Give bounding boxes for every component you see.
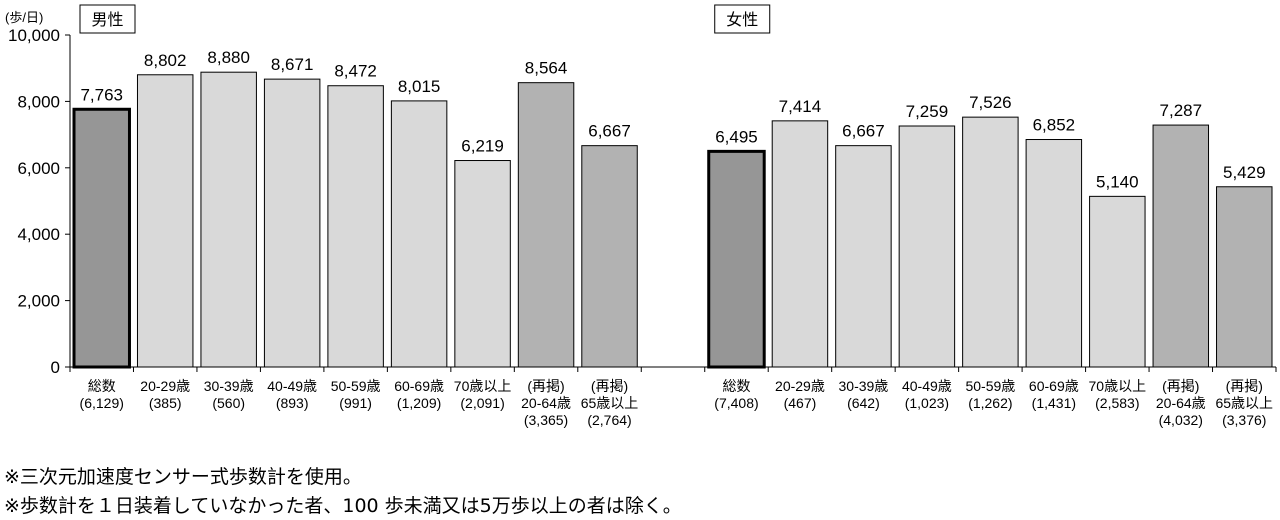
bar bbox=[136, 74, 194, 368]
legend-box-female bbox=[714, 4, 771, 34]
category-label: 60-69歳 bbox=[394, 378, 444, 394]
bar bbox=[771, 120, 829, 368]
bar bbox=[581, 145, 638, 368]
group-label: 男性 bbox=[91, 11, 123, 29]
category-label: (4,032) bbox=[1159, 412, 1203, 428]
category-label: 30-39歳 bbox=[204, 378, 254, 394]
bar bbox=[1025, 139, 1083, 368]
category-label: 20-29歳 bbox=[775, 378, 825, 394]
data-label: 6,495 bbox=[715, 127, 758, 146]
category-label: 50-59歳 bbox=[331, 378, 381, 394]
category-label: (6,129) bbox=[80, 395, 124, 411]
category-label: 60-69歳 bbox=[1029, 378, 1079, 394]
note-2: ※歩数計を１日装着していなかった者、100 歩未満又は5万歩以上の者は除く。 bbox=[4, 495, 682, 517]
bar bbox=[707, 149, 766, 369]
y-tick-label: 8,000 bbox=[17, 92, 60, 111]
y-tick-label: 10,000 bbox=[8, 26, 60, 45]
y-tick-label: 6,000 bbox=[17, 159, 60, 178]
category-label: (991) bbox=[339, 395, 372, 411]
data-label: 5,429 bbox=[1223, 163, 1266, 182]
bar bbox=[1152, 124, 1210, 368]
legend-box-male bbox=[79, 4, 136, 34]
category-label: 20-64歳 bbox=[1156, 395, 1206, 411]
bar bbox=[1216, 186, 1273, 368]
bar bbox=[200, 71, 257, 368]
data-label: 7,259 bbox=[906, 102, 949, 121]
category-label: (1,209) bbox=[397, 395, 441, 411]
data-label: 5,140 bbox=[1096, 172, 1139, 191]
category-label: (2,091) bbox=[460, 395, 504, 411]
bar bbox=[454, 160, 511, 368]
bar-chart: 0 2,000 4,000 6,000 8,000 10,000(歩/日) 男性 7,763 総… bbox=[5, 4, 1277, 428]
y-tick-label: 2,000 bbox=[17, 292, 60, 311]
data-label: 7,414 bbox=[779, 97, 822, 116]
category-label: 40-49歳 bbox=[902, 378, 952, 394]
bar bbox=[327, 85, 384, 368]
y-tick-label: 0 bbox=[51, 358, 60, 377]
data-label: 8,015 bbox=[398, 77, 441, 96]
data-label: 8,880 bbox=[207, 48, 250, 67]
category-label: 30-39歳 bbox=[839, 378, 889, 394]
data-label: 6,852 bbox=[1033, 116, 1076, 135]
data-label: 6,219 bbox=[461, 137, 504, 156]
bar bbox=[898, 125, 956, 368]
category-label: 70歳以上 bbox=[454, 378, 512, 394]
data-label: 8,472 bbox=[334, 62, 377, 81]
category-label: 総数 bbox=[722, 378, 750, 394]
category-label: (467) bbox=[784, 395, 817, 411]
data-label: 8,802 bbox=[144, 51, 187, 70]
category-label: 40-49歳 bbox=[267, 378, 317, 394]
bar bbox=[962, 116, 1019, 368]
category-label: 20-64歳 bbox=[521, 395, 571, 411]
category-label: 65歳以上 bbox=[581, 395, 639, 411]
data-label: 7,287 bbox=[1160, 101, 1203, 120]
note-1: ※三次元加速度センサー式歩数計を使用。 bbox=[4, 466, 362, 488]
data-label: 7,763 bbox=[80, 85, 123, 104]
category-label: (再掲) bbox=[591, 378, 628, 394]
category-label: 70歳以上 bbox=[1089, 378, 1147, 394]
data-label: 6,667 bbox=[842, 122, 885, 141]
category-label: (3,376) bbox=[1222, 412, 1266, 428]
category-label: (3,365) bbox=[524, 412, 568, 428]
category-label: 50-59歳 bbox=[965, 378, 1015, 394]
category-label: 20-29歳 bbox=[140, 378, 190, 394]
category-label: (2,583) bbox=[1095, 395, 1139, 411]
category-label: (1,023) bbox=[905, 395, 949, 411]
category-label: (1,262) bbox=[968, 395, 1012, 411]
category-label: (7,408) bbox=[714, 395, 758, 411]
category-label: (2,764) bbox=[587, 412, 631, 428]
bar bbox=[835, 145, 892, 368]
category-label: (560) bbox=[212, 395, 245, 411]
category-label: (再掲) bbox=[1162, 378, 1199, 394]
category-label: (1,431) bbox=[1032, 395, 1076, 411]
y-tick-label: 4,000 bbox=[17, 225, 60, 244]
bar bbox=[263, 78, 321, 368]
category-label: (893) bbox=[276, 395, 309, 411]
data-label: 7,526 bbox=[969, 93, 1012, 112]
bar bbox=[390, 100, 448, 368]
bar bbox=[1089, 195, 1146, 368]
data-label: 8,564 bbox=[525, 59, 568, 78]
unit-label: (歩/日) bbox=[5, 10, 43, 25]
category-label: (再掲) bbox=[1226, 378, 1263, 394]
category-label: (385) bbox=[149, 395, 182, 411]
category-label: (再掲) bbox=[527, 378, 564, 394]
bar bbox=[517, 82, 575, 368]
data-label: 8,671 bbox=[271, 55, 314, 74]
category-label: (642) bbox=[847, 395, 880, 411]
group-label: 女性 bbox=[726, 10, 758, 29]
category-label: 65歳以上 bbox=[1215, 395, 1273, 411]
data-label: 6,667 bbox=[588, 122, 631, 141]
bar bbox=[72, 107, 131, 369]
category-label: 総数 bbox=[88, 378, 116, 394]
